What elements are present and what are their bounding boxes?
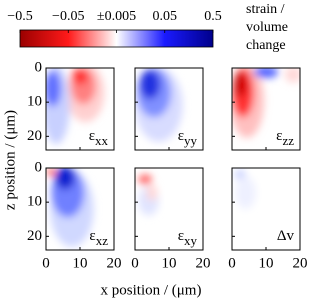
x-tick-label: 10	[259, 255, 274, 271]
heatmap-blob	[235, 176, 256, 210]
colorbar-tick-label: 0.5	[204, 9, 222, 24]
heatmap	[234, 169, 256, 210]
heatmap-blob	[55, 168, 75, 190]
panel-label-symbol: ε	[178, 228, 184, 244]
colorbar-label: volume	[246, 20, 288, 35]
y-tick-label: 0	[35, 159, 43, 175]
x-tick-label: 10	[162, 255, 177, 271]
panel-label: εxy	[178, 228, 198, 248]
heatmap-blobs	[232, 68, 300, 138]
panel-label-subscript: xx	[95, 133, 109, 148]
panel-label-symbol: Δv	[277, 228, 295, 244]
panel: εzz	[231, 67, 301, 151]
x-tick-label: 0	[131, 255, 139, 271]
y-tick-label: 0	[35, 59, 43, 75]
heatmap-blob	[71, 68, 89, 85]
y-tick-label: 10	[27, 194, 42, 210]
heatmap-blobs	[138, 174, 159, 216]
panel-label-symbol: ε	[276, 128, 282, 144]
panel-label-subscript: zz	[282, 133, 294, 148]
heatmap-blob	[253, 68, 279, 78]
panel: 0 10 20 εxx	[27, 59, 115, 151]
panel: 0 10 20 εxy	[131, 167, 211, 271]
colorbar-tick-label: ±0.005	[97, 9, 136, 24]
panel-label-subscript: xz	[96, 233, 109, 248]
panel-label-symbol: ε	[89, 228, 95, 244]
heatmap-blob	[233, 72, 247, 97]
heatmap-blobs	[234, 169, 256, 210]
colorbar-tick-label: −0.5	[7, 9, 32, 24]
colorbar-tick-label: 0.05	[153, 9, 178, 24]
panel-label: Δv	[277, 228, 295, 244]
heatmap-blob	[146, 184, 158, 201]
x-tick-label: 20	[293, 255, 308, 271]
panel-label-subscript: xy	[184, 233, 198, 248]
heatmap-blob	[138, 174, 152, 185]
panel-label: εzz	[276, 128, 294, 148]
colorbar-label: strain /	[246, 2, 285, 17]
x-tick-label: 10	[73, 255, 88, 271]
panel-label-symbol: ε	[178, 128, 184, 144]
heatmap-blob	[46, 168, 57, 177]
heatmap-blobs	[46, 168, 94, 247]
panel-label-symbol: ε	[89, 128, 95, 144]
colorbar-tick-label: −0.05	[52, 9, 84, 24]
y-axis-label: z position / (μm)	[2, 110, 18, 210]
panel-label: εxz	[89, 228, 108, 248]
y-tick-label: 10	[27, 94, 42, 110]
x-tick-label: 20	[196, 255, 211, 271]
x-tick-label: 0	[228, 255, 236, 271]
x-tick-label: 0	[42, 255, 50, 271]
heatmap-blob	[139, 69, 161, 100]
heatmap-blob	[46, 70, 61, 107]
colorbar-label: change	[246, 38, 286, 53]
panel: 0 10 20 Δv	[228, 167, 308, 271]
heatmap	[46, 168, 94, 247]
heatmap-blob	[285, 68, 300, 83]
panel: εyy	[134, 67, 204, 151]
y-tick-label: 20	[27, 228, 42, 244]
panel-label: εxx	[89, 128, 109, 148]
x-axis-label: x position / (μm)	[101, 282, 202, 298]
y-tick-label: 20	[27, 128, 42, 144]
heatmap	[46, 68, 105, 145]
heatmap-blobs	[135, 68, 183, 142]
heatmap-blobs	[46, 68, 105, 145]
heatmap	[232, 68, 300, 138]
heatmap	[138, 174, 159, 216]
heatmap	[135, 68, 183, 142]
panel-label: εyy	[178, 128, 198, 148]
panel-label-subscript: yy	[184, 133, 198, 148]
x-tick-label: 20	[107, 255, 122, 271]
